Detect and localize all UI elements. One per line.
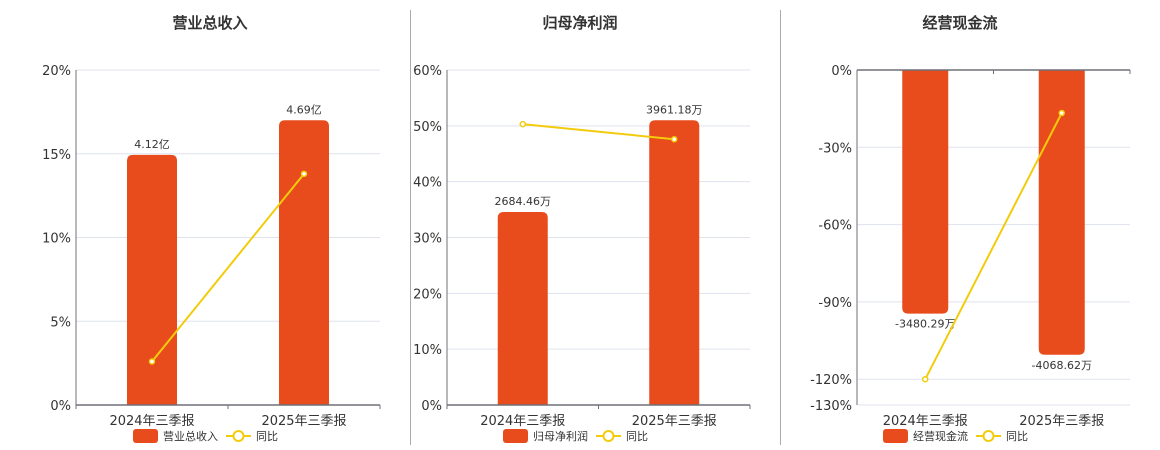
yoy-point [148, 358, 156, 365]
x-tick-label: 2025年三季报 [261, 414, 346, 429]
yoy-line [151, 173, 305, 363]
y-tick-label: 20% [413, 287, 442, 302]
y-tick-label: 50% [413, 120, 442, 135]
yoy-point [671, 135, 678, 143]
legend-bar-label: 经营现金流 [913, 429, 968, 443]
legend-line-label: 同比 [1006, 430, 1028, 443]
legend-bar-label: 营业总收入 [163, 429, 218, 443]
yoy-point [519, 120, 526, 128]
chart-panel-2: 归母净利润 0% 10% 20% 30% 40% 50% 60% 2684.46万 2024年三季… [413, 14, 751, 443]
y-tick-label: 20% [42, 64, 71, 79]
y-tick-label: -30% [818, 141, 852, 156]
x-tick-label: 2025年三季报 [1019, 414, 1104, 429]
bar-data-label: 4.69亿 [286, 103, 322, 116]
y-tick-label: 0% [831, 64, 852, 79]
bar-data-label: 4.12亿 [134, 138, 170, 151]
yoy-line [924, 112, 1063, 380]
x-tick-label: 2024年三季报 [109, 414, 194, 429]
chart-title: 营业总收入 [172, 14, 247, 32]
bar [902, 70, 949, 314]
legend-bar-swatch [883, 429, 908, 443]
bar [649, 120, 700, 405]
bar [1038, 70, 1085, 355]
legend-line-label: 同比 [626, 430, 648, 443]
yoy-point [1058, 109, 1065, 117]
bar-data-label: 3961.18万 [646, 103, 703, 116]
y-tick-label: -120% [810, 373, 852, 388]
bar-data-label: -4068.62万 [1032, 359, 1092, 372]
legend-line-marker [232, 430, 245, 442]
bar-data-label: 2684.46万 [495, 195, 552, 208]
chart-title: 归母净利润 [542, 14, 617, 32]
yoy-point [300, 170, 308, 178]
chart-title: 经营现金流 [922, 14, 997, 32]
y-tick-label: 60% [413, 64, 442, 79]
yoy-point [922, 375, 929, 383]
y-tick-label: 5% [50, 315, 71, 330]
legend-bar-label: 归母净利润 [533, 429, 588, 443]
yoy-line [522, 123, 675, 141]
y-tick-label: 0% [50, 399, 71, 414]
chart-panel-1: 营业总收入 0% 5% 10% 15% 20% 4.12亿 2024年三季报 4.69亿 2025… [42, 14, 381, 443]
legend: 经营现金流 同比 [883, 429, 1028, 443]
legend: 营业总收入 同比 [133, 429, 278, 443]
y-tick-label: -90% [818, 296, 852, 311]
chart-panel-3: 经营现金流 0% -30% -60% -90% -120% -130% -3480.29万 20… [810, 14, 1131, 443]
legend-line-marker [982, 430, 995, 442]
legend-line-marker [602, 430, 615, 442]
bar [127, 154, 177, 405]
x-tick-label: 2024年三季报 [883, 414, 968, 429]
bar-data-label: -3480.29万 [895, 318, 955, 331]
bar [279, 120, 329, 405]
y-tick-label: 10% [42, 232, 71, 247]
y-tick-label: 30% [413, 232, 442, 247]
y-tick-label: 15% [42, 148, 71, 163]
x-tick-label: 2025年三季报 [632, 414, 717, 429]
legend-bar-swatch [503, 429, 528, 443]
legend: 归母净利润 同比 [503, 429, 648, 443]
y-tick-label: 0% [421, 399, 442, 414]
y-tick-label: -60% [818, 219, 852, 234]
legend-line-label: 同比 [256, 430, 278, 443]
x-tick-label: 2024年三季报 [480, 414, 565, 429]
legend-bar-swatch [133, 429, 158, 443]
y-tick-label: 40% [413, 176, 442, 191]
y-tick-label: 10% [413, 343, 442, 358]
bar [497, 212, 548, 405]
y-tick-label: -130% [810, 399, 852, 414]
